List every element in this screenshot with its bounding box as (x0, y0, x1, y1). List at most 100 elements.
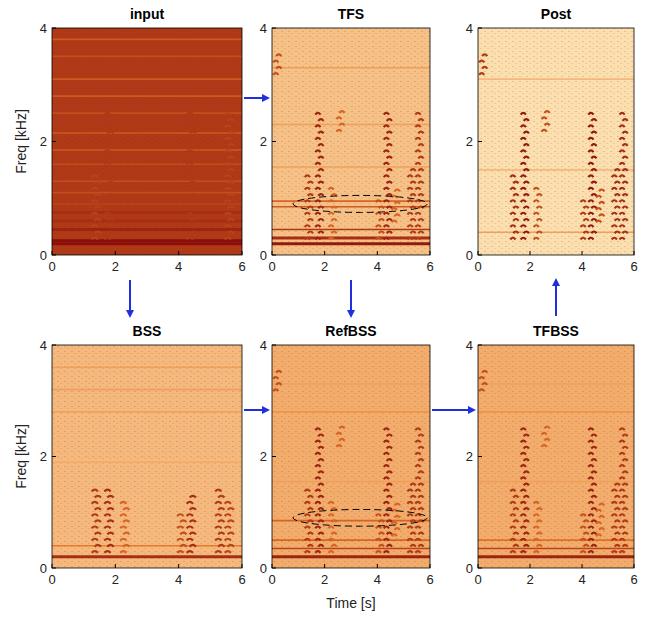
harmonic (596, 221, 601, 223)
harmonic (395, 189, 400, 191)
harmonic (384, 526, 389, 528)
texture (478, 28, 634, 255)
harmonic (415, 526, 420, 528)
harmonic (387, 169, 392, 171)
harmonic (107, 520, 113, 522)
harmonic (524, 471, 529, 473)
harmonic (415, 551, 420, 553)
harmonic (190, 520, 196, 522)
x-tick (178, 564, 179, 568)
harmonic (104, 200, 110, 202)
harmonic (395, 504, 400, 506)
harmonic (308, 496, 313, 498)
tone (52, 95, 242, 97)
harmonic (305, 175, 310, 177)
harmonic (418, 119, 423, 121)
harmonic (384, 477, 389, 479)
harmonic (596, 510, 601, 512)
y-tick-label: 2 (260, 449, 267, 464)
harmonic (225, 502, 231, 504)
harmonic (104, 238, 110, 240)
plot-area (272, 345, 430, 568)
harmonic (588, 441, 593, 443)
harmonic (418, 219, 423, 221)
harmonic (387, 496, 392, 498)
tone (478, 232, 634, 234)
harmonic (92, 188, 98, 190)
frame (52, 345, 242, 568)
speech-burst (376, 200, 384, 239)
harmonic (407, 551, 412, 553)
harmonic (228, 219, 234, 221)
harmonic (415, 150, 420, 152)
harmonic (620, 441, 625, 443)
harmonic (228, 533, 234, 535)
harmonic (315, 453, 320, 455)
harmonic (513, 533, 518, 535)
harmonic (418, 435, 423, 437)
x-tick-label: 6 (238, 259, 245, 274)
y-tick (478, 456, 482, 457)
harmonic (225, 526, 231, 528)
harmonic (620, 163, 625, 165)
harmonic (387, 508, 392, 510)
harmonic (177, 514, 183, 516)
harmonic (482, 54, 487, 56)
harmonic (513, 508, 518, 510)
harmonic (305, 238, 310, 240)
harmonic (623, 169, 628, 171)
harmonic (510, 551, 515, 553)
harmonic (187, 514, 193, 516)
harmonic (591, 132, 596, 134)
x-tick-label: 6 (426, 572, 433, 587)
harmonic (623, 182, 628, 184)
tone (52, 132, 242, 134)
harmonic (104, 490, 110, 492)
harmonic (521, 113, 526, 115)
harmonic (384, 225, 389, 227)
texture (52, 345, 242, 568)
tone (52, 149, 242, 151)
harmonic (318, 144, 323, 146)
speech-burst (521, 113, 529, 240)
harmonic (620, 502, 625, 504)
y-tick (478, 568, 482, 569)
harmonic (510, 526, 515, 528)
harmonic (225, 175, 231, 177)
harmonic (104, 551, 110, 553)
harmonic (187, 150, 193, 152)
harmonic (534, 551, 539, 553)
harmonic (107, 194, 113, 196)
harmonic (225, 125, 231, 127)
harmonic (190, 169, 196, 171)
harmonic (379, 219, 384, 221)
harmonic (588, 428, 593, 430)
harmonic (336, 130, 341, 132)
harmonic (328, 188, 333, 190)
harmonic (387, 132, 392, 134)
tone (478, 169, 634, 171)
harmonic (623, 119, 628, 121)
tone (478, 78, 634, 80)
harmonic (524, 508, 529, 510)
harmonic (328, 200, 333, 202)
harmonic (407, 502, 412, 504)
harmonic (387, 119, 392, 121)
harmonic (104, 502, 110, 504)
flow-arrow (432, 409, 474, 411)
harmonic (276, 371, 281, 373)
speech-burst (384, 428, 392, 552)
harmonic (591, 219, 596, 221)
harmonic (384, 175, 389, 177)
harmonic (521, 502, 526, 504)
harmonic (180, 545, 186, 547)
harmonic (521, 188, 526, 190)
texture (272, 345, 430, 568)
harmonic (315, 526, 320, 528)
x-tick-label: 4 (175, 572, 182, 587)
harmonic (177, 526, 183, 528)
tone (52, 239, 242, 242)
frame (52, 28, 242, 255)
harmonic (524, 157, 529, 159)
x-tick (115, 564, 116, 568)
